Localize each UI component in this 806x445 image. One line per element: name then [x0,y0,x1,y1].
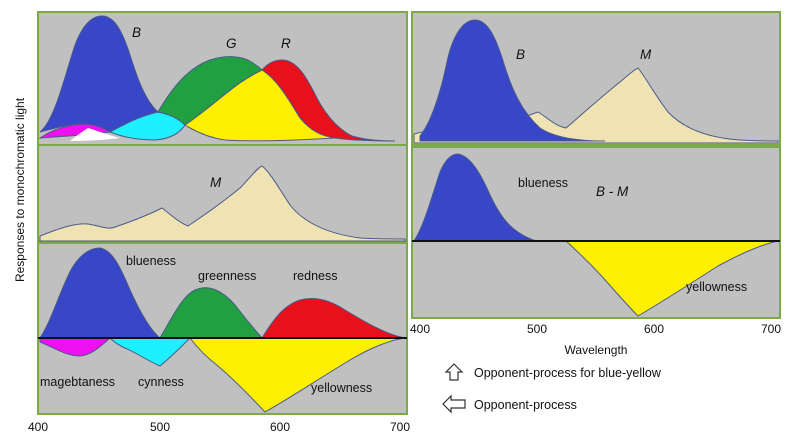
label-m: M [210,175,222,190]
label-r: R [281,36,291,51]
left-tick-400: 400 [28,420,48,434]
arrow-up-icon [444,363,464,381]
yellowness-area [188,337,406,413]
magenta-area [39,337,112,357]
yellowness-area-right [564,240,779,317]
right-tick-400: 400 [410,322,430,336]
right-tick-700: 700 [761,322,781,336]
arrow-left-icon [442,394,466,414]
label-b-upper: B [516,47,525,62]
panel-b-minus-m: blueness B - M yellowness [411,146,781,319]
label-blueness-left: blueness [126,254,176,268]
redness-area [261,297,406,339]
label-magenta: magebtaness [40,375,115,389]
left-tick-600: 600 [270,420,290,434]
label-g: G [226,36,237,51]
blue-cone-curve [39,15,160,133]
cyan-area [108,337,192,367]
greenness-area [159,287,264,339]
blueness-area-right [413,153,537,242]
label-greenness: greenness [198,269,256,283]
panel-b-and-m: B M [411,11,781,146]
left-tick-500: 500 [150,420,170,434]
y-axis-title-group: Responses to monochromatic light [13,97,27,282]
blue-curve-upper [419,19,606,142]
left-tick-700: 700 [390,420,410,434]
label-m-upper: M [640,47,652,62]
panel-m-curve: M [37,144,408,242]
label-b-minus-m: B - M [596,184,629,199]
legend: Opponent-process for blue-yellow Opponen… [442,363,662,414]
label-cyan: cynness [138,375,184,389]
legend-opponent: Opponent-process [474,398,577,412]
right-tick-600: 600 [644,322,664,336]
label-yellowness-left: yellowness [311,381,372,395]
white-region [70,128,120,141]
y-axis-title: Responses to monochromatic light [13,97,27,282]
panel-cone-responses: B G R [37,11,408,146]
blueness-area [39,247,162,339]
label-blueness-right: blueness [518,176,568,190]
x-axis-title: Wavelength [565,343,628,357]
yellow-region [184,69,336,142]
panel-opponent-channels: blueness greenness redness magebtaness c… [37,242,408,415]
label-b: B [132,25,141,40]
m-curve [39,165,406,242]
label-redness: redness [293,269,337,283]
label-yellowness-right: yellowness [686,280,747,294]
right-tick-500: 500 [527,322,547,336]
legend-blue-yellow: Opponent-process for blue-yellow [474,366,662,380]
